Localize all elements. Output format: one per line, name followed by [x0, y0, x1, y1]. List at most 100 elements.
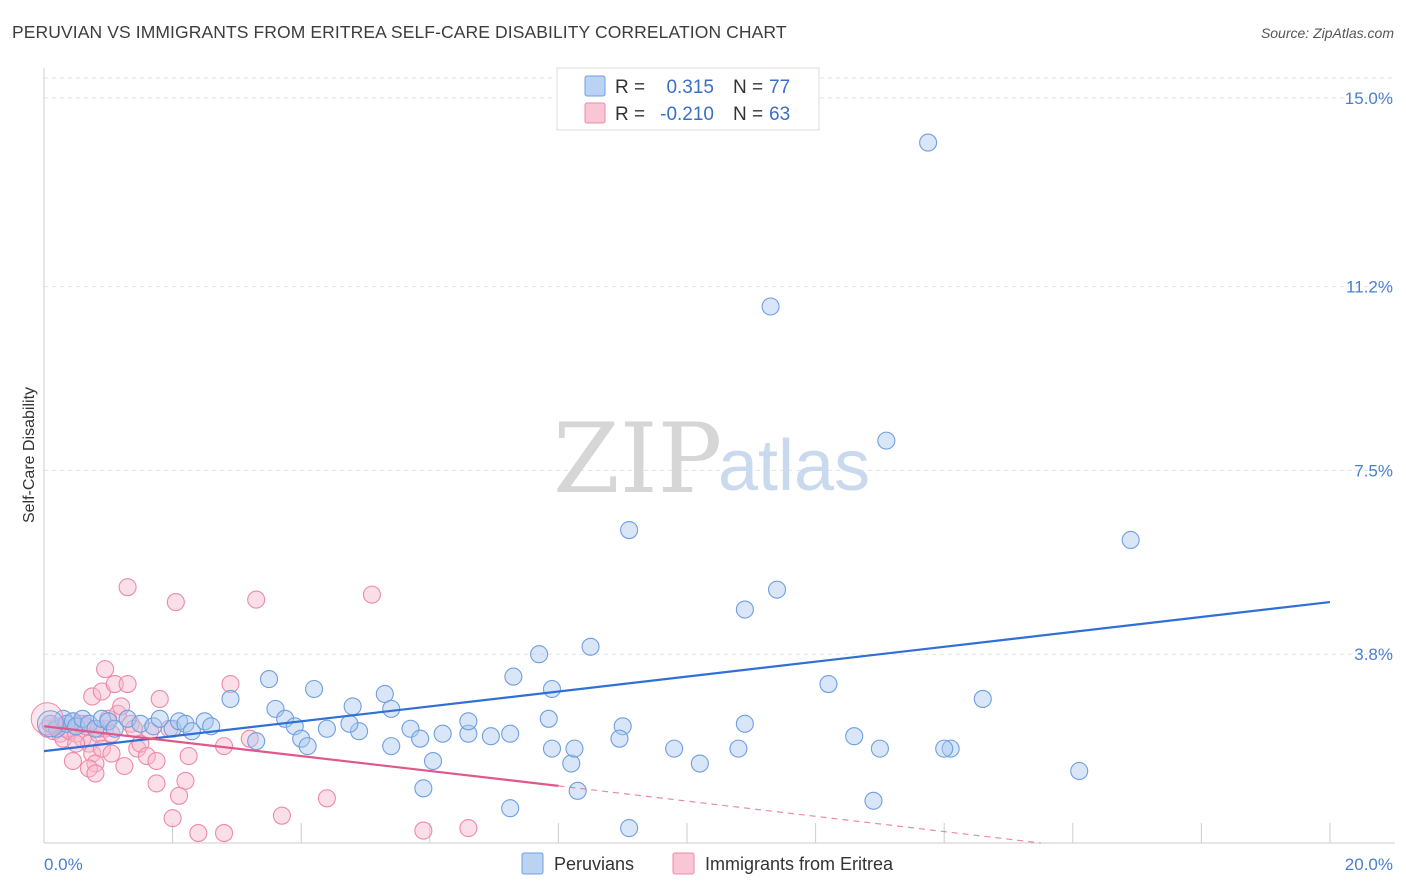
eritrea-point [176, 771, 195, 790]
eritrea-point [147, 751, 166, 771]
legend-n-value-1: 77 [769, 77, 790, 98]
x-tick-label: 20.0% [1345, 855, 1393, 874]
peruvians-point [150, 709, 169, 728]
bottom-legend-eritrea: Immigrants from Eritrea [705, 854, 894, 874]
axes [43, 68, 1395, 844]
peruvians-point [735, 600, 754, 619]
peruvians-point [501, 724, 520, 743]
peruvians-point [562, 754, 581, 773]
peruvians-point [423, 751, 443, 771]
peruvians-point [144, 717, 163, 736]
peruvians-point [565, 739, 584, 758]
peruvians-point [870, 739, 889, 758]
source-label: Source: ZipAtlas.com [1260, 25, 1394, 41]
peruvians-point [501, 799, 520, 818]
eritrea-point [247, 590, 266, 609]
peruvians-point [542, 679, 562, 699]
bottom-legend-peruvians: Peruvians [554, 854, 634, 874]
peruvians-point [729, 739, 748, 758]
peruvians-point [935, 739, 954, 758]
legend-swatch-eritrea [584, 102, 606, 124]
peruvians-point [819, 674, 838, 694]
peruvians-point [845, 727, 864, 746]
y-tick-label: 7.5% [1354, 461, 1393, 480]
eritrea-trend-line [43, 725, 559, 787]
peruvians-point [610, 729, 629, 748]
eritrea-point [115, 756, 134, 776]
data-points [30, 133, 1140, 843]
peruvians-point [665, 739, 684, 758]
peruvians-point [298, 737, 317, 756]
peruvians-point [941, 739, 960, 758]
watermark: ZIP atlas [553, 403, 870, 515]
peruvians-point [1070, 761, 1089, 781]
peruvians-point [382, 737, 401, 756]
peruvians-point [176, 714, 195, 733]
y-axis-label: Self-Care Disability [21, 387, 38, 523]
legend-swatch-peruvians [584, 75, 606, 97]
peruvians-point [99, 712, 118, 731]
gridlines [44, 77, 1395, 655]
eritrea-point [221, 674, 240, 694]
eritrea-point [137, 747, 156, 766]
watermark-atlas-text: atlas [718, 426, 870, 506]
eritrea-point [414, 821, 433, 840]
y-tick-label: 3.8% [1354, 645, 1393, 664]
y-tick-label: 15.0% [1345, 89, 1393, 108]
peruvians-point [620, 520, 639, 540]
legend-r-label-1: R = [615, 77, 645, 98]
eritrea-point [118, 578, 137, 597]
peruvians-point [767, 580, 787, 599]
eritrea-point [63, 751, 82, 771]
peruvians-point [877, 431, 896, 450]
peruvians-point [620, 819, 639, 838]
eritrea-point [189, 824, 208, 843]
peruvians-point [542, 739, 562, 758]
chart-title: PERUVIAN VS IMMIGRANTS FROM ERITREA SELF… [12, 22, 787, 42]
peruvians-point [317, 719, 336, 738]
legend-box: R = 0.315 N = 77 R = -0.210 N = 63 [556, 67, 820, 131]
eritrea-trend-extension [558, 785, 1041, 844]
peruvians-point [375, 684, 394, 704]
peruvians-cluster-point [36, 710, 64, 738]
eritrea-point [317, 789, 336, 808]
peruvians-point [919, 133, 938, 152]
peruvians-point [343, 697, 362, 716]
peruvians-point [305, 679, 324, 699]
x-tick-labels: 0.0% 20.0% [44, 855, 1393, 874]
peruvians-point [247, 732, 266, 751]
eritrea-point [179, 747, 198, 766]
peruvians-point [864, 791, 883, 810]
legend-r-label-2: R = [615, 104, 645, 125]
trend-lines [43, 600, 1331, 844]
peruvians-point [259, 670, 279, 689]
legend-n-label-1: N = [733, 77, 763, 98]
eritrea-point [105, 674, 124, 694]
eritrea-point [83, 687, 102, 706]
eritrea-point [163, 809, 182, 828]
peruvians-point [401, 719, 420, 738]
peruvians-point [690, 754, 709, 773]
peruvians-point [266, 699, 285, 718]
peruvians-point [292, 729, 311, 748]
eritrea-point [150, 689, 169, 708]
bottom-legend: Peruvians Immigrants from Eritrea [521, 852, 894, 875]
x-tick-label: 0.0% [44, 855, 83, 874]
eritrea-point [121, 714, 140, 733]
legend-r-value-1: 0.315 [666, 77, 714, 98]
peruvians-point [581, 637, 600, 656]
bottom-legend-swatch-peruvians [521, 852, 544, 875]
y-tick-labels: 3.8% 7.5% 11.2% 15.0% [1345, 89, 1393, 664]
eritrea-point [362, 585, 381, 604]
eritrea-point [147, 774, 166, 793]
peruvians-point [459, 712, 478, 731]
eritrea-point [118, 674, 137, 694]
peruvians-point [221, 689, 240, 708]
peruvians-point [340, 714, 359, 733]
watermark-zip-text: ZIP [553, 403, 722, 515]
peruvians-point [459, 724, 478, 743]
peruvians-point [433, 724, 452, 743]
eritrea-point [214, 824, 234, 843]
eritrea-point [169, 786, 189, 805]
